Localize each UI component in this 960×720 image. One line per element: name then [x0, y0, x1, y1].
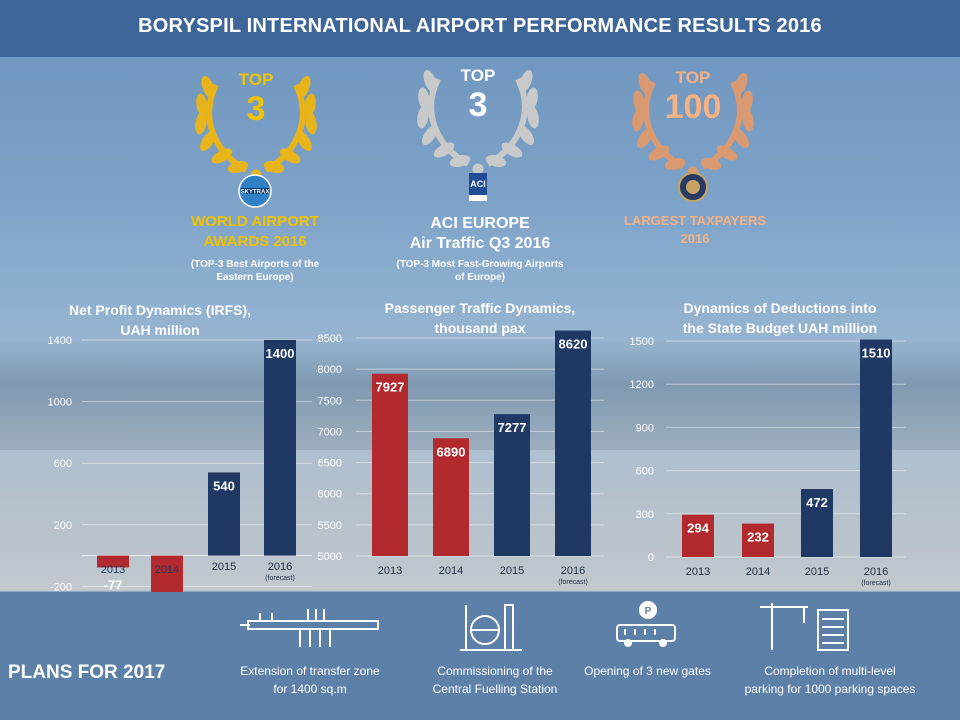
- award-title-line: ACI EUROPE: [430, 215, 530, 232]
- plan-item-fuelling: Commissioning of the Central Fuelling St…: [415, 662, 575, 698]
- plan-item-line: Commissioning of the: [437, 664, 553, 678]
- award-title-line: AWARDS 2016: [203, 233, 307, 250]
- page-title: BORYSPIL INTERNATIONAL AIRPORT PERFORMAN…: [138, 15, 822, 37]
- awards-wreaths: SKYTRAX ACI: [0, 57, 960, 208]
- svg-text:ACI: ACI: [470, 179, 486, 189]
- chart-title-line: Net Profit Dynamics (IRFS),: [68, 302, 252, 318]
- award-top-label: TOP: [460, 66, 496, 85]
- award-top-label: TOP: [675, 68, 711, 87]
- award-silver: TOP 3: [438, 66, 518, 125]
- plan-item-line: for 1400 sq.m: [273, 682, 347, 696]
- award-subtitle-skytrax: (TOP-3 Best Airports of the Eastern Euro…: [150, 258, 360, 284]
- terminal-silhouette: [0, 340, 960, 450]
- plan-item-line: Extension of transfer zone: [240, 664, 380, 678]
- chart-title-passenger: Passenger Traffic Dynamics, thousand pax: [360, 298, 600, 338]
- plan-item-line: parking for 1000 parking spaces: [744, 682, 916, 696]
- award-title-line: 2016: [680, 231, 710, 246]
- award-title-line: LARGEST TAXPAYERS: [623, 213, 767, 228]
- plans-label: PLANS FOR 2017: [8, 662, 166, 683]
- fuelling-station-icon: [460, 604, 522, 651]
- chart-title-deductions: Dynamics of Deductions into the State Bu…: [655, 298, 905, 338]
- chart-title-line: the State Budget UAH million: [682, 320, 878, 336]
- award-rank: 100: [664, 88, 722, 126]
- plan-item-line: Completion of multi-level: [764, 664, 896, 678]
- transfer-zone-icon: [240, 609, 379, 647]
- award-subtitle-line: of Europe): [455, 272, 505, 283]
- bus-parking-icon: [616, 601, 676, 647]
- crane-building-icon: [760, 603, 849, 651]
- chart-title-line: UAH million: [120, 322, 200, 338]
- award-subtitle-line: (TOP-3 Best Airports of the: [190, 259, 320, 270]
- award-gold: TOP 3: [216, 70, 296, 129]
- award-title-taxpayers: LARGEST TAXPAYERS 2016: [590, 212, 800, 248]
- plan-item-line: Central Fuelling Station: [432, 682, 558, 696]
- award-title-line: Air Traffic Q3 2016: [409, 235, 551, 252]
- award-bronze: TOP 100: [648, 68, 738, 127]
- plan-item-transfer-zone: Extension of transfer zone for 1400 sq.m: [220, 662, 400, 698]
- award-subtitle-line: (TOP-3 Most Fast-Growing Airports: [396, 259, 564, 270]
- title-bar: [0, 0, 960, 57]
- award-subtitle-aci: (TOP-3 Most Fast-Growing Airports of Eur…: [370, 258, 590, 284]
- plans-icons: P: [240, 601, 849, 651]
- svg-text:P: P: [645, 606, 652, 617]
- svg-text:SKYTRAX: SKYTRAX: [241, 190, 270, 196]
- award-subtitle-line: Eastern Europe): [216, 272, 294, 283]
- aci-logo: ACI: [469, 173, 487, 201]
- award-rank: 3: [246, 90, 266, 128]
- chart-title-line: Dynamics of Deductions into: [683, 300, 877, 316]
- plan-item-line: Opening of 3 new gates: [584, 664, 711, 678]
- chart-title-net-profit: Net Profit Dynamics (IRFS), UAH million: [50, 300, 270, 340]
- plans-strip: [0, 592, 960, 720]
- award-title-aci: ACI EUROPE Air Traffic Q3 2016: [370, 214, 590, 254]
- award-title-line: WORLD AIRPORT: [191, 213, 319, 230]
- award-rank: 3: [468, 86, 488, 124]
- plan-item-parking: Completion of multi-level parking for 10…: [730, 662, 930, 698]
- chart-title-line: Passenger Traffic Dynamics,: [384, 300, 576, 316]
- chart-title-line: thousand pax: [434, 320, 526, 336]
- plan-item-gates: Opening of 3 new gates: [565, 662, 730, 680]
- seal-icon: [678, 172, 708, 202]
- skytrax-logo: SKYTRAX: [238, 174, 272, 208]
- award-top-label: TOP: [238, 70, 274, 89]
- award-title-skytrax: WORLD AIRPORT AWARDS 2016: [150, 212, 360, 252]
